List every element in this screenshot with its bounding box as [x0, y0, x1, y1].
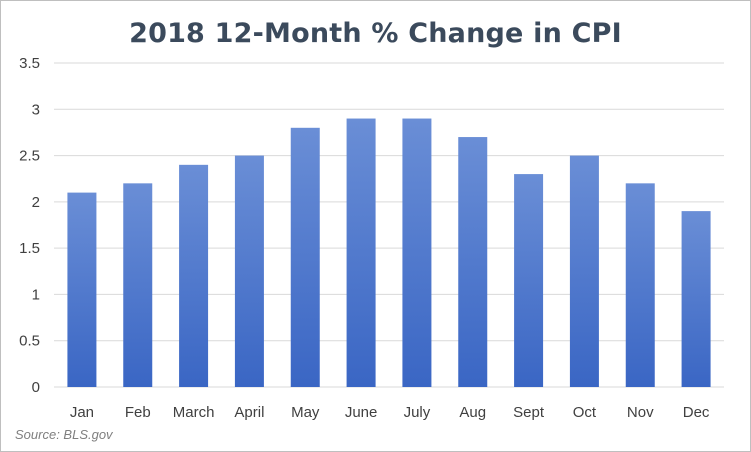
x-category-label: Jan: [70, 404, 94, 421]
y-tick-label: 3.5: [19, 55, 40, 72]
bar-may: [290, 127, 320, 388]
x-category-label: Sept: [513, 404, 545, 421]
bar-july: [402, 118, 432, 388]
x-category-label: Oct: [573, 404, 597, 421]
chart-title: 2018 12-Month % Change in CPI: [129, 18, 622, 49]
bar-nov: [625, 183, 655, 387]
y-tick-label: 2.5: [19, 148, 40, 165]
bar-dec: [681, 211, 711, 387]
source-note: Source: BLS.gov: [15, 427, 113, 442]
bar-june: [346, 118, 376, 388]
bar-april: [234, 155, 264, 387]
x-category-label: Feb: [125, 404, 151, 421]
y-tick-label: 1.5: [19, 240, 40, 257]
x-category-label: Dec: [683, 404, 710, 421]
y-tick-label: 0: [32, 379, 40, 396]
bar-march: [179, 164, 209, 387]
x-axis-labels: Jan Feb March April May June July Aug Sept Oct Nov…: [70, 404, 710, 421]
x-category-label: Nov: [627, 404, 654, 421]
bar-feb: [123, 183, 153, 387]
bars: [67, 118, 711, 388]
bar-jan: [67, 192, 97, 387]
y-tick-label: 1: [32, 286, 40, 303]
x-category-label: June: [345, 404, 378, 421]
bar-oct: [569, 155, 599, 387]
bar-sept: [514, 174, 544, 387]
gridlines: [54, 62, 724, 388]
x-category-label: July: [404, 404, 431, 421]
y-tick-label: 3: [32, 101, 40, 118]
x-category-label: Aug: [459, 404, 486, 421]
bar-aug: [458, 137, 488, 387]
y-tick-label: 0.5: [19, 333, 40, 350]
x-category-label: May: [291, 404, 320, 421]
x-category-label: March: [173, 404, 215, 421]
y-tick-label: 2: [32, 194, 40, 211]
x-category-label: April: [234, 404, 264, 421]
y-axis-ticks: 0 0.5 1 1.5 2 2.5 3 3.5: [19, 55, 40, 396]
